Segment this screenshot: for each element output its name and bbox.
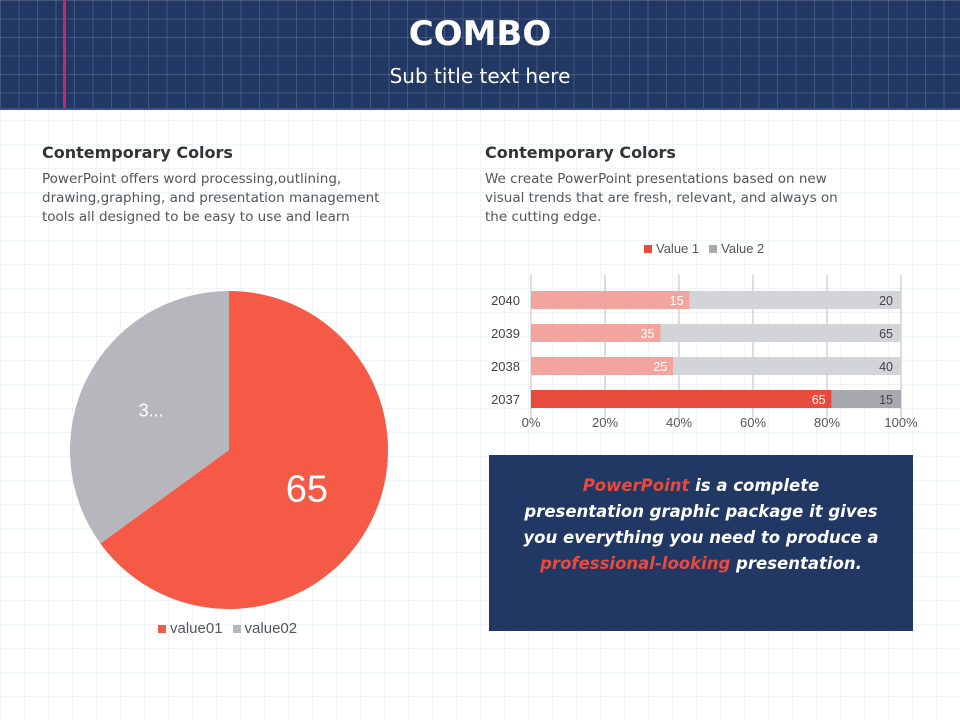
bar-data-label: 15 — [879, 393, 893, 407]
legend-item-value01: value01 — [158, 620, 223, 637]
y-tick-label: 2039 — [491, 326, 520, 341]
pie-legend: value01 value02 — [158, 620, 297, 637]
text-line: PowerPoint offers word processing,outlin… — [42, 171, 342, 187]
bar-value2-2039 — [660, 324, 901, 342]
bar-data-label: 15 — [670, 294, 684, 308]
pie-slice-value02 — [70, 291, 229, 544]
header-banner: COMBO Sub title text here — [0, 0, 960, 110]
bar-value1-2040 — [531, 291, 690, 309]
quote-box: PowerPoint is a complete presentation gr… — [489, 455, 913, 631]
accent-line — [63, 0, 66, 108]
y-tick-label: 2040 — [491, 293, 520, 308]
text-line: drawing,graphing, and presentation manag… — [42, 190, 380, 206]
bar-data-label: 40 — [879, 360, 893, 374]
bar-value2-2037 — [831, 390, 901, 408]
slide-subtitle: Sub title text here — [389, 64, 571, 88]
y-tick-label: 2037 — [491, 392, 520, 407]
right-body: We create PowerPoint presentations based… — [485, 170, 838, 227]
text-line: visual trends that are fresh, relevant, … — [485, 190, 838, 206]
bar-value1-2037 — [531, 390, 832, 408]
pie-chart: 65 3... — [70, 291, 388, 609]
text-line: the cutting edge. — [485, 209, 602, 225]
bar-data-label: 65 — [812, 393, 826, 407]
pie-slice-value01 — [100, 291, 388, 609]
y-tick-label: 2038 — [491, 359, 520, 374]
x-tick-label: 100% — [884, 415, 918, 430]
left-body: PowerPoint offers word processing,outlin… — [42, 170, 379, 227]
bar-data-label: 25 — [653, 360, 667, 374]
legend-item-value1: Value 1 — [644, 241, 699, 256]
quote-highlight: PowerPoint — [582, 476, 690, 495]
bar-value1-2039 — [531, 324, 661, 342]
x-tick-label: 0% — [522, 415, 541, 430]
bar-data-label: 35 — [641, 327, 655, 341]
quote-text: you everything you need to produce a — [523, 528, 879, 547]
bar-data-label: 65 — [879, 327, 893, 341]
legend-item-value2: Value 2 — [709, 241, 764, 256]
text-line: tools all designed to be easy to use and… — [42, 209, 350, 225]
quote-text: is a complete — [689, 476, 820, 495]
x-tick-label: 60% — [740, 415, 766, 430]
quote-highlight: professional-looking — [540, 554, 731, 573]
quote-text: presentation. — [730, 554, 862, 573]
x-tick-label: 80% — [814, 415, 840, 430]
bar-chart: 0% 20% 40% 60% 80% 100% 65 15 2037 25 40 2038 35 65 20… — [491, 275, 918, 430]
bar-value1-2038 — [531, 357, 674, 375]
left-heading: Contemporary Colors — [42, 143, 233, 162]
bar-data-label: 20 — [879, 294, 893, 308]
slide-title: COMBO — [408, 14, 552, 54]
x-tick-label: 20% — [592, 415, 618, 430]
x-tick-label: 40% — [666, 415, 692, 430]
bar-value2-2038 — [673, 357, 901, 375]
quote-text: presentation graphic package it gives — [524, 502, 878, 521]
right-heading: Contemporary Colors — [485, 143, 676, 162]
bar-value2-2040 — [689, 291, 901, 309]
pie-data-label: 3... — [139, 400, 164, 420]
bar-legend: Value 1 Value 2 — [644, 241, 764, 256]
text-line: We create PowerPoint presentations based… — [485, 171, 827, 187]
legend-item-value02: value02 — [232, 620, 297, 637]
pie-data-label: 65 — [286, 469, 328, 511]
